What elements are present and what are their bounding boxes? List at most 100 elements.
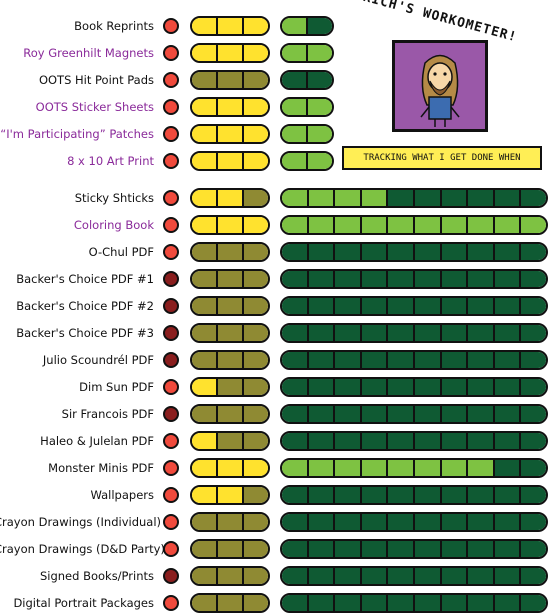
progress-segment bbox=[439, 325, 467, 341]
status-dot bbox=[163, 379, 179, 395]
progress-segment bbox=[306, 487, 334, 503]
stage-segment bbox=[216, 487, 242, 503]
progress-segment bbox=[306, 153, 332, 169]
progress-segment bbox=[282, 298, 307, 314]
stage-segment bbox=[216, 153, 242, 169]
progress-segment bbox=[306, 244, 334, 260]
progress-segment bbox=[359, 568, 387, 584]
stage-segment bbox=[216, 460, 242, 476]
progress-segment bbox=[466, 325, 493, 341]
progress-segment bbox=[333, 298, 360, 314]
progress-meter bbox=[280, 539, 548, 559]
status-dot bbox=[163, 406, 179, 422]
progress-segment bbox=[492, 298, 520, 314]
progress-segment bbox=[282, 568, 307, 584]
progress-segment bbox=[519, 325, 546, 341]
stage-segment bbox=[242, 406, 268, 422]
progress-segment bbox=[439, 487, 467, 503]
stage-meter bbox=[190, 151, 270, 171]
stage-meter bbox=[190, 269, 270, 289]
stage-meter bbox=[190, 97, 270, 117]
progress-segment bbox=[519, 514, 546, 530]
stage-segment bbox=[242, 271, 268, 287]
progress-segment bbox=[412, 325, 440, 341]
progress-segment bbox=[333, 433, 360, 449]
progress-segment bbox=[412, 460, 440, 476]
progress-segment bbox=[282, 126, 306, 142]
stage-segment bbox=[192, 190, 216, 206]
progress-segment bbox=[386, 460, 413, 476]
stage-segment bbox=[192, 18, 216, 34]
progress-segment bbox=[359, 244, 387, 260]
status-dot bbox=[163, 595, 179, 611]
progress-segment bbox=[466, 352, 493, 368]
progress-segment bbox=[386, 514, 413, 530]
status-dot bbox=[163, 541, 179, 557]
progress-segment bbox=[439, 298, 467, 314]
progress-segment bbox=[439, 244, 467, 260]
stage-segment bbox=[192, 99, 216, 115]
stage-segment bbox=[242, 18, 268, 34]
progress-segment bbox=[282, 433, 307, 449]
progress-meter bbox=[280, 404, 548, 424]
stage-meter bbox=[190, 188, 270, 208]
stage-segment bbox=[216, 99, 242, 115]
progress-segment bbox=[306, 126, 332, 142]
stage-meter bbox=[190, 431, 270, 451]
stage-segment bbox=[192, 379, 216, 395]
stage-segment bbox=[216, 541, 242, 557]
progress-segment bbox=[333, 379, 360, 395]
progress-segment bbox=[466, 460, 493, 476]
project-label: Book Reprints bbox=[74, 19, 154, 33]
progress-segment bbox=[519, 298, 546, 314]
progress-segment bbox=[519, 217, 546, 233]
progress-segment bbox=[466, 514, 493, 530]
progress-segment bbox=[333, 514, 360, 530]
progress-segment bbox=[492, 190, 520, 206]
progress-meter bbox=[280, 242, 548, 262]
stage-meter bbox=[190, 566, 270, 586]
progress-segment bbox=[439, 190, 467, 206]
progress-segment bbox=[519, 487, 546, 503]
progress-segment bbox=[439, 352, 467, 368]
progress-segment bbox=[439, 433, 467, 449]
character-portrait-icon bbox=[420, 54, 460, 127]
progress-segment bbox=[359, 217, 387, 233]
progress-segment bbox=[492, 514, 520, 530]
stage-segment bbox=[192, 244, 216, 260]
stage-segment bbox=[216, 514, 242, 530]
project-label: O-Chul PDF bbox=[88, 245, 154, 259]
progress-segment bbox=[466, 487, 493, 503]
stage-segment bbox=[242, 352, 268, 368]
stage-meter bbox=[190, 350, 270, 370]
status-dot bbox=[163, 244, 179, 260]
stage-meter bbox=[190, 242, 270, 262]
progress-segment bbox=[306, 433, 334, 449]
stage-segment bbox=[192, 406, 216, 422]
progress-segment bbox=[492, 433, 520, 449]
progress-segment bbox=[282, 18, 306, 34]
progress-segment bbox=[282, 72, 306, 88]
progress-meter bbox=[280, 512, 548, 532]
project-label: Backer's Choice PDF #3 bbox=[16, 326, 154, 340]
progress-segment bbox=[466, 190, 493, 206]
progress-segment bbox=[466, 568, 493, 584]
stage-segment bbox=[192, 298, 216, 314]
progress-segment bbox=[412, 298, 440, 314]
progress-segment bbox=[492, 541, 520, 557]
stage-segment bbox=[242, 325, 268, 341]
progress-segment bbox=[333, 406, 360, 422]
stage-segment bbox=[192, 126, 216, 142]
progress-segment bbox=[282, 406, 307, 422]
progress-segment bbox=[519, 379, 546, 395]
progress-segment bbox=[439, 460, 467, 476]
progress-segment bbox=[333, 244, 360, 260]
status-dot bbox=[163, 325, 179, 341]
stage-segment bbox=[216, 406, 242, 422]
progress-segment bbox=[333, 271, 360, 287]
stage-meter bbox=[190, 377, 270, 397]
stage-segment bbox=[242, 568, 268, 584]
progress-segment bbox=[412, 541, 440, 557]
progress-meter bbox=[280, 188, 548, 208]
progress-segment bbox=[282, 514, 307, 530]
